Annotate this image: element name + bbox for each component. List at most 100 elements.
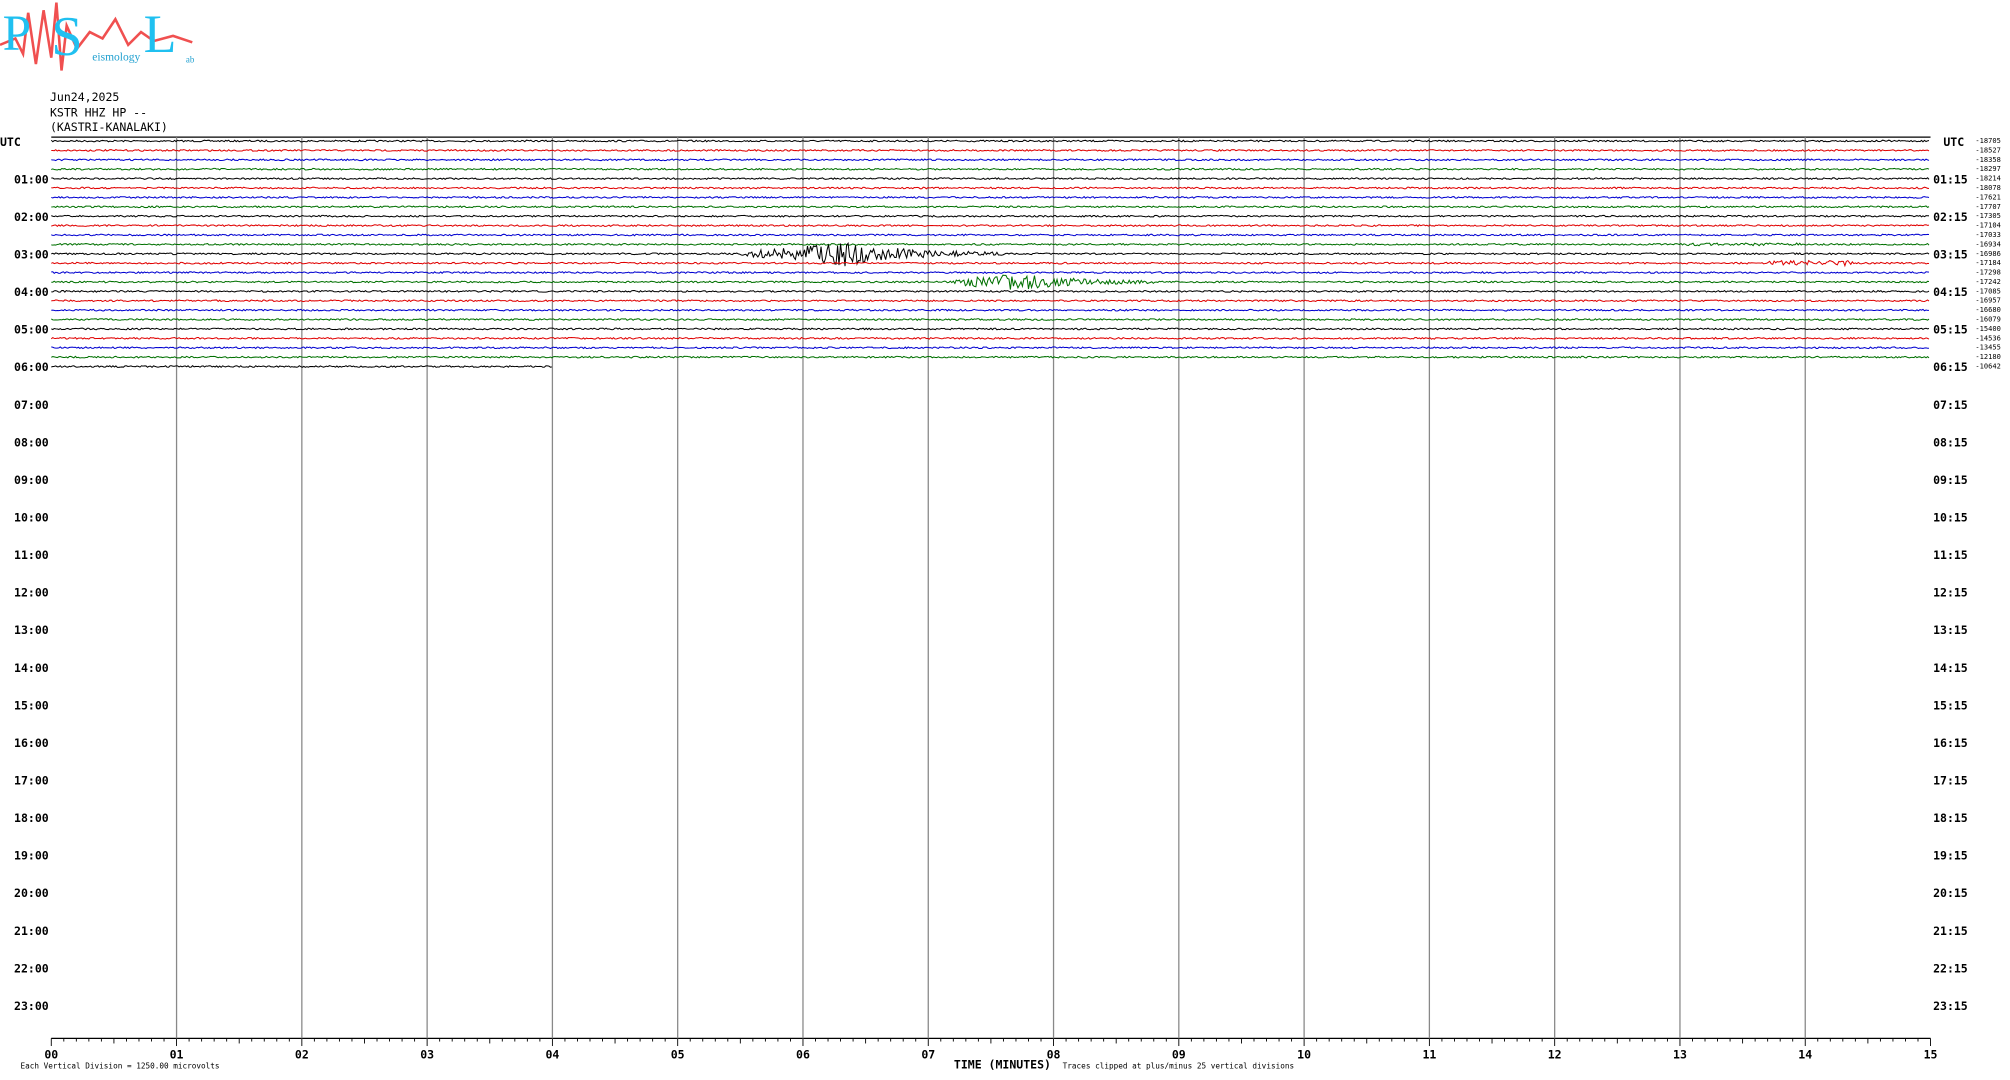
trace-offset: -18705 [1975,136,2000,145]
hour-label-left: 03:00 [14,248,49,262]
trace [51,148,1930,152]
hour-label-right: 09:15 [1933,473,1968,487]
x-tick-label: 15 [1924,1047,1938,1061]
trace [51,214,1930,218]
trace-offset: -17184 [1975,258,2000,267]
left-axis-title: UTC [0,135,21,149]
trace [51,242,1930,247]
trace-offset: -17305 [1975,211,2000,220]
trace-offset: -18078 [1975,183,2000,192]
header-station: KSTR HHZ HP -- [50,105,147,119]
trace-offset: -17707 [1975,202,2000,211]
hour-label-right: 07:15 [1933,398,1968,412]
hour-label-left: 01:00 [14,172,49,186]
hour-label-right: 17:15 [1933,774,1968,788]
hour-label-right: 14:15 [1933,661,1968,675]
hour-label-left: 02:00 [14,210,49,224]
trace-offset: -16934 [1975,239,2000,248]
clip-note: Traces clipped at plus/minus 25 vertical… [1063,1062,1294,1071]
x-tick-label: 07 [921,1047,935,1061]
hour-label-left: 08:00 [14,435,49,449]
logo-s: S [51,6,82,68]
hour-label-right: 05:15 [1933,323,1968,337]
trace [51,158,1930,162]
trace [51,259,1930,268]
trace-offset: -18214 [1975,174,2000,183]
x-tick-label: 14 [1798,1047,1812,1061]
x-tick-label: 03 [420,1047,434,1061]
trace [51,271,1930,275]
trace-offset: -13455 [1975,343,2000,352]
trace [51,289,1930,293]
trace-offset: -18527 [1975,145,2000,154]
hour-label-left: 05:00 [14,323,49,337]
hour-label-left: 12:00 [14,586,49,600]
logo-seismology: eismology [92,51,140,63]
hour-label-right: 23:15 [1933,999,1968,1013]
trace-offset: -16986 [1975,249,2000,258]
hour-label-right: 12:15 [1933,586,1968,600]
hour-label-left: 19:00 [14,849,49,863]
hour-label-left: 11:00 [14,548,49,562]
x-tick-label: 09 [1172,1047,1186,1061]
logo-wave [0,2,193,71]
trace [50,336,1930,340]
trace-offset: -16680 [1975,305,2000,314]
hour-label-left: 13:00 [14,623,49,637]
hour-label-right: 16:15 [1933,736,1968,750]
trace-offset: -16957 [1975,296,2000,305]
hour-label-left: 06:00 [14,360,49,374]
hour-label-left: 16:00 [14,736,49,750]
hour-label-right: 22:15 [1933,961,1968,975]
trace-offset: -17242 [1975,277,2000,286]
trace-offset: -17033 [1975,230,2000,239]
hour-label-left: 09:00 [14,473,49,487]
hour-label-left: 10:00 [14,511,49,525]
hour-label-right: 02:15 [1933,210,1968,224]
x-tick-label: 08 [1047,1047,1061,1061]
x-tick-label: 01 [170,1047,184,1061]
right-axis-title: UTC [1943,135,1964,149]
trace-offset: -18358 [1975,155,2000,164]
hour-label-right: 06:15 [1933,360,1968,374]
trace [51,177,1930,181]
hour-label-right: 21:15 [1933,924,1968,938]
x-tick-label: 13 [1673,1047,1687,1061]
labels: 00 01 02 03 04 05 06 07 08 09 10 11 12 13 14 15 01:00 02:… [14,136,2001,1061]
trace-offset: -17298 [1975,268,2000,277]
logo-lab: ab [186,54,195,64]
hour-label-left: 14:00 [14,661,49,675]
trace [51,365,552,369]
hour-label-left: 20:00 [14,886,49,900]
trace-offset: -17085 [1975,286,2000,295]
trace [51,346,1929,350]
hour-label-right: 08:15 [1933,435,1968,449]
trace-offset: -14536 [1975,333,2000,342]
hour-label-right: 10:15 [1933,511,1968,525]
hour-label-right: 13:15 [1933,623,1968,637]
hour-label-right: 18:15 [1933,811,1968,825]
trace [51,355,1930,359]
hour-label-left: 04:00 [14,285,49,299]
logo-l: L [144,4,177,64]
x-tick-label: 12 [1548,1047,1562,1061]
hour-label-right: 19:15 [1933,849,1968,863]
hour-label-left: 15:00 [14,698,49,712]
trace [51,224,1930,228]
trace-offset: -17104 [1975,221,2000,230]
trace [50,139,1930,143]
trace [51,274,1930,290]
x-tick-label: 02 [295,1047,309,1061]
trace [51,318,1930,322]
hour-label-left: 07:00 [14,398,49,412]
hour-label-left: 23:00 [14,999,49,1013]
trace [51,195,1930,199]
trace-offset: -18297 [1975,164,2000,173]
x-axis-title: TIME (MINUTES) [954,1058,1051,1072]
x-tick-label: 00 [44,1047,58,1061]
trace [51,167,1930,171]
trace-offset: -15400 [1975,324,2000,333]
logo: P S L eismology ab [0,2,195,71]
trace-offset: -12180 [1975,352,2000,361]
